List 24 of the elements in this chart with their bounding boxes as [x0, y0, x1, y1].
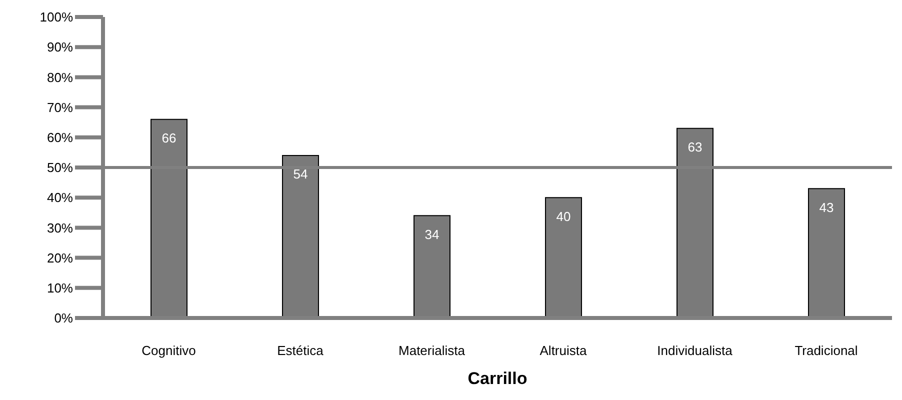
y-tick-label: 50%	[46, 160, 74, 176]
y-tick-label: 100%	[40, 10, 74, 25]
y-tick-label: 70%	[46, 100, 74, 115]
x-tick-label: Tradicional	[794, 343, 858, 358]
y-tick-label: 80%	[46, 70, 74, 85]
y-tick-label: 30%	[46, 220, 74, 236]
x-tick-label: Materialista	[398, 343, 466, 358]
y-tick-label: 90%	[46, 40, 74, 55]
y-tick-label: 20%	[46, 250, 74, 266]
x-axis-title: Carrillo	[468, 369, 528, 388]
data-label: 63	[688, 140, 702, 155]
x-tick-label: Estética	[277, 343, 324, 358]
data-label: 40	[556, 208, 571, 224]
x-tick-label: Cognitivo	[142, 343, 196, 358]
x-tick-label: Altruista	[540, 343, 588, 358]
y-tick-label: 0%	[54, 310, 74, 326]
y-tick-label: 60%	[46, 130, 74, 146]
data-label: 54	[293, 166, 308, 182]
data-label: 34	[424, 226, 440, 242]
data-label: 43	[819, 200, 834, 215]
y-tick-label: 10%	[46, 280, 74, 296]
x-tick-label: Individualista	[657, 343, 734, 358]
data-label: 66	[162, 130, 176, 146]
y-tick-label: 40%	[46, 190, 74, 206]
